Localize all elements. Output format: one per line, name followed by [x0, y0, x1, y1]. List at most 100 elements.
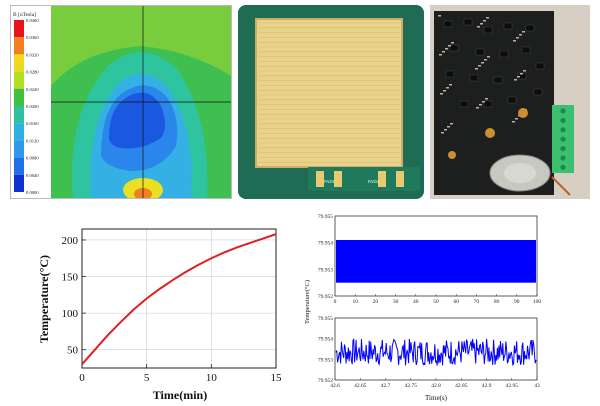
- y-axis-label-shared: Temperature(°C): [304, 280, 311, 324]
- plot-frame: [81, 228, 277, 369]
- x-tick-label: 42.7: [381, 383, 391, 389]
- smd-part: [441, 132, 444, 134]
- x-axis-ticks: 0 5 10 15: [79, 364, 282, 384]
- y-tick-label: 79.954: [318, 337, 333, 343]
- smd-part: [476, 107, 479, 109]
- noise-band-fill: [336, 240, 536, 283]
- legend-title: B [uTesla]: [13, 12, 36, 18]
- x-tick-label: 15: [271, 372, 283, 384]
- heater-photo: PAD1 PAD2: [238, 5, 424, 199]
- ic-chip: [535, 62, 545, 70]
- ic-chip: [503, 22, 513, 30]
- wire: [551, 176, 571, 196]
- legend-tick-label: 0.0360: [26, 35, 39, 40]
- legend-tick-label: 0.0040: [26, 173, 39, 178]
- ic-chip: [475, 48, 485, 56]
- smd-part: [482, 101, 485, 103]
- heater-photo-panel: PAD1 PAD2: [238, 5, 424, 199]
- smd-part: [478, 65, 481, 67]
- pad-contact: [316, 171, 324, 187]
- smd-part: [481, 62, 484, 64]
- lower-x-ticks: 42.6 42.65 42.7 42.75 42.8 42.85 42.9 42.95 43: [330, 378, 540, 389]
- pad-contact: [378, 171, 386, 187]
- x-tick-label: 0: [79, 372, 85, 384]
- ic-chip: [445, 70, 455, 78]
- y-tick-label: 50: [67, 345, 79, 357]
- smd-part: [446, 87, 449, 89]
- legend-tick-label: 0.0280: [26, 70, 39, 75]
- terminal-screw: [560, 136, 566, 142]
- smd-part: [483, 20, 486, 22]
- smd-part: [444, 129, 447, 131]
- ic-chip: [483, 26, 493, 34]
- x-tick-label: 0: [334, 299, 337, 305]
- legend-swatch: [14, 88, 24, 106]
- legend-tick-label: 0.0160: [26, 121, 39, 126]
- smd-part: [475, 68, 478, 70]
- legend-tick-label: 0.0320: [26, 52, 39, 57]
- smd-part: [517, 76, 520, 78]
- pcb-photo: [430, 5, 590, 199]
- ic-chip: [507, 96, 517, 104]
- legend-swatch: [14, 106, 24, 124]
- smd-part: [516, 37, 519, 39]
- field-map: [51, 6, 231, 198]
- smd-part: [448, 45, 451, 47]
- y-tick-label: 200: [62, 235, 79, 247]
- smd-part: [487, 56, 490, 58]
- x-tick-label: 50: [433, 299, 439, 305]
- smd-part: [449, 84, 452, 86]
- legend-tick-label: 0.0400: [26, 18, 39, 23]
- x-tick-label: 30: [393, 299, 399, 305]
- terminal-screw: [560, 164, 566, 170]
- y-tick-label: 79.953: [318, 267, 333, 273]
- terminal-screw: [560, 146, 566, 152]
- legend-swatch: [14, 123, 24, 141]
- x-tick-label: 42.75: [405, 383, 418, 389]
- legend-swatches: [14, 20, 24, 192]
- x-tick-label: 90: [514, 299, 520, 305]
- x-tick-label: 42.6: [330, 383, 340, 389]
- smd-part: [445, 48, 448, 50]
- x-tick-label: 40: [413, 299, 419, 305]
- y-axis-ticks: 50 100 150 200: [62, 235, 86, 357]
- ic-chip: [521, 46, 531, 54]
- ic-chip: [443, 20, 453, 28]
- ic-chip: [483, 100, 493, 108]
- x-tick-label: 80: [494, 299, 500, 305]
- smd-part: [440, 93, 443, 95]
- ic-chip: [533, 88, 543, 96]
- legend-tick-label: 0.0240: [26, 87, 39, 92]
- smd-part: [479, 104, 482, 106]
- legend-swatch: [14, 174, 24, 192]
- x-tick-label: 42.9: [482, 383, 492, 389]
- upper-noise-band: [336, 240, 536, 283]
- smd-part: [442, 51, 445, 53]
- terminal-screw: [560, 108, 566, 114]
- smd-part: [514, 79, 517, 81]
- ic-chip: [525, 24, 535, 32]
- y-axis-label: Temperature(°C): [37, 255, 51, 343]
- temperature-chart: 50 100 150 200 0 5 10 15 Time(min) Temperature…: [37, 228, 282, 402]
- y-tick-label: 150: [62, 272, 79, 284]
- temperature-series-line: [81, 233, 277, 366]
- smd-part: [512, 121, 515, 123]
- legend-tick-label: 0.0120: [26, 138, 39, 143]
- smd-part: [484, 59, 487, 61]
- smd-part: [447, 126, 450, 128]
- smd-part: [519, 34, 522, 36]
- ic-chip: [459, 100, 469, 108]
- y-tick-label: 100: [62, 308, 79, 320]
- field-region-blue: [109, 92, 165, 149]
- pad-contact: [396, 171, 404, 187]
- lower-y-ticks: 79.955 79.954 79.953 79.952: [318, 316, 333, 384]
- sma-connector: [485, 128, 495, 138]
- y-tick-label: 79.954: [318, 241, 333, 247]
- y-tick-label: 79.953: [318, 357, 333, 363]
- smd-part: [451, 42, 454, 44]
- ic-chip: [463, 18, 473, 26]
- field-region-lime: [51, 6, 231, 86]
- heater-film: [256, 19, 402, 167]
- x-tick-label: 5: [144, 372, 150, 384]
- x-tick-label: 20: [373, 299, 379, 305]
